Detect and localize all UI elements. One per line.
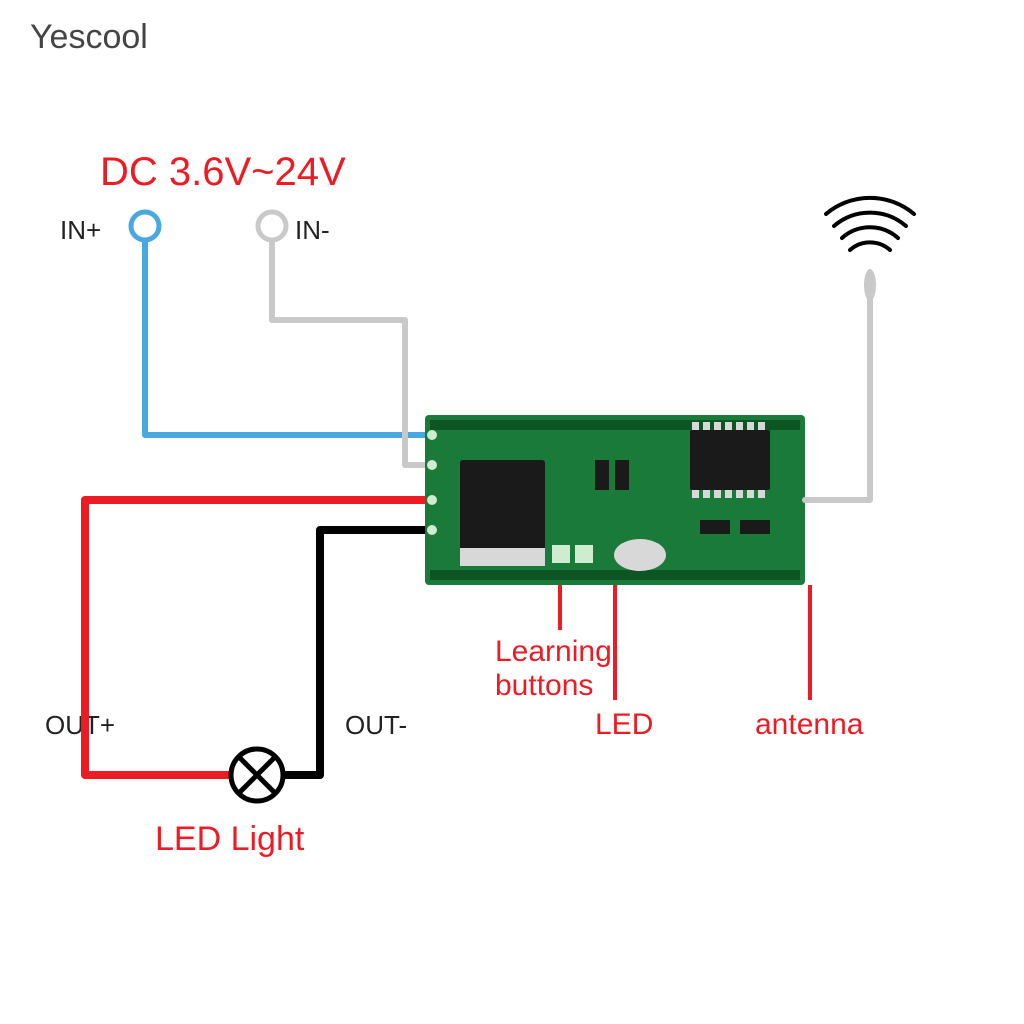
- diagram-canvas: Yescool DC 3.6V~24V IN+ IN- OUT+ OUT- LE…: [0, 0, 1024, 1024]
- in-minus-terminal: [258, 212, 286, 240]
- wire-in-plus: [145, 240, 425, 435]
- wire-out-minus: [283, 530, 425, 775]
- lamp-icon: [231, 749, 283, 801]
- antenna-tip: [864, 269, 876, 301]
- wifi-icon: [826, 198, 914, 250]
- antenna-wire: [805, 290, 870, 500]
- in-plus-terminal: [131, 212, 159, 240]
- wiring-svg: [0, 0, 1024, 1024]
- pcb-module: [425, 415, 805, 585]
- wire-in-minus: [272, 240, 425, 465]
- wire-out-plus: [85, 500, 425, 775]
